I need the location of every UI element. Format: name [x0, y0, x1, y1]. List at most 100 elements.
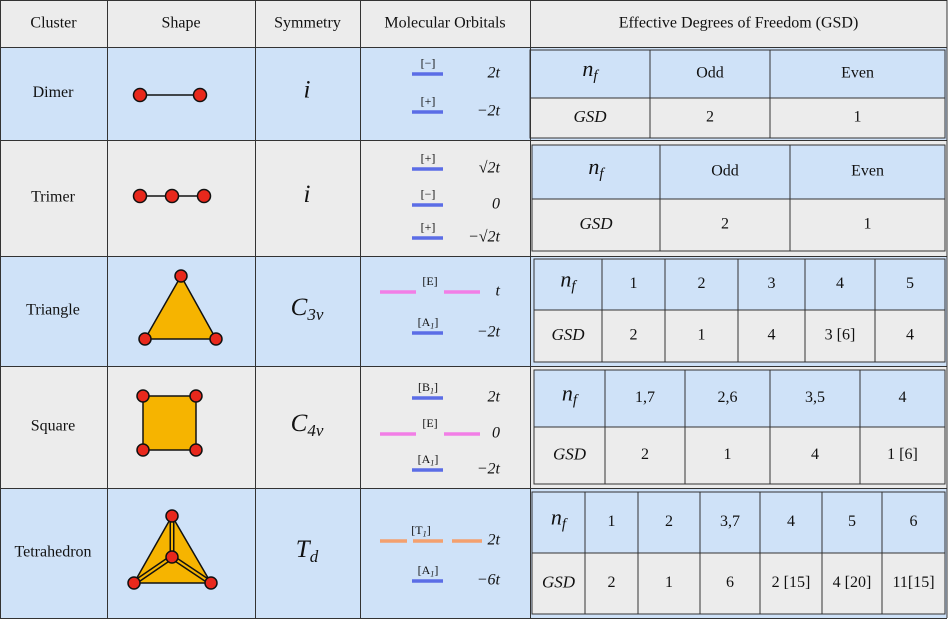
atom	[189, 389, 203, 403]
orbital-energy: −2t	[477, 461, 501, 478]
gsd-value: 1 [6]	[887, 446, 918, 463]
atom	[192, 87, 208, 103]
orbital-energy: 0	[492, 196, 500, 213]
symmetry-main: T	[296, 536, 312, 563]
orbital-energy: −2t	[477, 103, 501, 120]
symmetry: i	[304, 76, 311, 103]
orbital-label-tail: ]	[427, 523, 431, 537]
gsd-row-bg	[531, 198, 946, 252]
gsd-value: 2	[608, 574, 616, 591]
orbital-label-main: [+]	[421, 151, 436, 165]
gsd-label: GSD	[573, 107, 607, 126]
nf-value: 1	[608, 513, 616, 530]
symmetry-main: i	[304, 76, 311, 103]
orbital-label: [−]	[421, 187, 436, 201]
row-bg	[0, 0, 947, 47]
gsd-row-bg	[533, 309, 946, 363]
nf-value: 2,6	[718, 389, 738, 406]
nf-value: 1,7	[635, 389, 655, 406]
square	[142, 395, 197, 451]
nf-value: 4	[787, 513, 795, 530]
nf-row-bg	[531, 491, 946, 554]
orbital-label: [+]	[421, 94, 436, 108]
orbital-label-tail: ]	[434, 315, 438, 329]
atom	[209, 332, 223, 346]
atom	[138, 332, 152, 346]
orbital-label-main: [+]	[421, 94, 436, 108]
atom	[165, 509, 179, 523]
nf-label-main: n	[560, 267, 571, 292]
cluster-name: Dimer	[33, 84, 75, 101]
header-cell: Effective Degrees of Freedom (GSD)	[619, 15, 859, 32]
orbital-label-main: [A	[418, 315, 431, 329]
nf-label-sub: f	[562, 517, 568, 533]
nf-label: nf	[551, 505, 568, 534]
gsd-value: 1	[665, 574, 673, 591]
nf-value: Even	[851, 163, 884, 180]
symmetry: i	[304, 181, 311, 208]
nf-row-bg	[529, 49, 946, 99]
gsd-value: 4	[906, 327, 914, 344]
gsd-value: 4	[768, 327, 776, 344]
orbital-energy: 2t	[488, 389, 501, 406]
gsd-value: 6	[726, 574, 734, 591]
nf-value: 3,5	[805, 389, 825, 406]
orbital-label-main: [A	[418, 452, 431, 466]
gsd-value: 2 [15]	[772, 574, 811, 591]
orbital-label-main: [E]	[422, 274, 437, 288]
nf-value: 6	[910, 513, 918, 530]
gsd-value: 2	[641, 446, 649, 463]
symmetry-main: C	[291, 410, 308, 437]
atom	[196, 188, 212, 204]
orbital-label: [E]	[422, 274, 437, 288]
gsd-label: GSD	[553, 444, 587, 463]
nf-row-bg	[531, 144, 946, 200]
atom	[165, 550, 179, 564]
nf-value: 5	[848, 513, 856, 530]
gsd-label: GSD	[551, 325, 585, 344]
nf-label: nf	[562, 381, 579, 410]
nf-label-sub: f	[593, 69, 599, 85]
nf-label-main: n	[582, 56, 593, 81]
gsd-value: 2	[706, 109, 714, 126]
orbital-label-main: [T	[411, 523, 423, 537]
header-cell: Symmetry	[274, 15, 341, 32]
nf-value: Odd	[696, 65, 724, 82]
orbital-label-main: [−]	[421, 187, 436, 201]
orbital-label: [T1]	[411, 523, 430, 538]
orbital-label-tail: ]	[434, 563, 438, 577]
cluster-name: Square	[31, 418, 75, 435]
orbital-energy: −2t	[477, 324, 501, 341]
cluster-name: Trimer	[31, 189, 76, 206]
gsd-label: GSD	[542, 572, 576, 591]
symmetry-sub: d	[310, 547, 319, 566]
atom	[174, 269, 188, 283]
bond	[171, 556, 212, 584]
nf-label-main: n	[562, 381, 573, 406]
cluster-name: Tetrahedron	[14, 544, 91, 561]
symmetry-main: C	[291, 294, 308, 321]
nf-row-bg	[533, 258, 946, 311]
orbital-label: [A1]	[418, 315, 439, 330]
symmetry-main: i	[304, 181, 311, 208]
atom	[136, 389, 150, 403]
atom	[136, 443, 150, 457]
orbital-label-main: [−]	[421, 56, 436, 70]
orbital-label: [E]	[422, 416, 437, 430]
orbital-label: [B1]	[418, 380, 438, 395]
atom	[189, 443, 203, 457]
triangle	[143, 274, 218, 340]
nf-label: nf	[588, 154, 605, 183]
symmetry-sub: 3v	[306, 305, 324, 324]
orbital-label-sub: 1	[430, 458, 434, 467]
gsd-value: 1	[698, 327, 706, 344]
atom	[204, 576, 218, 590]
gsd-value: 1	[864, 216, 872, 233]
gsd-value: 1	[854, 109, 862, 126]
orbital-energy: −√2t	[468, 229, 501, 246]
gsd-row-bg	[531, 552, 946, 615]
cluster-name: Triangle	[26, 302, 80, 319]
header-cell: Shape	[161, 15, 200, 32]
gsd-value: 3 [6]	[825, 327, 856, 344]
